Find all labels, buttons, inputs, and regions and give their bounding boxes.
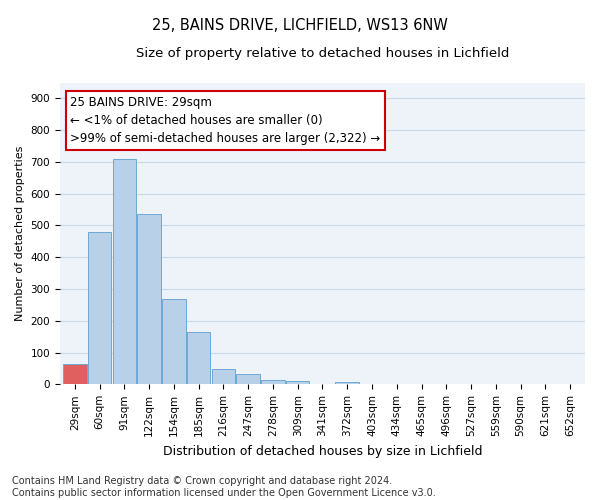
Y-axis label: Number of detached properties: Number of detached properties bbox=[15, 146, 25, 321]
Bar bbox=[286, 381, 310, 384]
Bar bbox=[335, 382, 359, 384]
Bar bbox=[212, 370, 235, 384]
Title: Size of property relative to detached houses in Lichfield: Size of property relative to detached ho… bbox=[136, 48, 509, 60]
Text: 25 BAINS DRIVE: 29sqm
← <1% of detached houses are smaller (0)
>99% of semi-deta: 25 BAINS DRIVE: 29sqm ← <1% of detached … bbox=[70, 96, 380, 145]
Bar bbox=[236, 374, 260, 384]
Text: Contains HM Land Registry data © Crown copyright and database right 2024.
Contai: Contains HM Land Registry data © Crown c… bbox=[12, 476, 436, 498]
Bar bbox=[63, 364, 86, 384]
Text: 25, BAINS DRIVE, LICHFIELD, WS13 6NW: 25, BAINS DRIVE, LICHFIELD, WS13 6NW bbox=[152, 18, 448, 32]
Bar bbox=[88, 232, 111, 384]
Bar bbox=[261, 380, 284, 384]
Bar bbox=[113, 158, 136, 384]
Bar bbox=[162, 298, 185, 384]
X-axis label: Distribution of detached houses by size in Lichfield: Distribution of detached houses by size … bbox=[163, 444, 482, 458]
Bar bbox=[187, 332, 211, 384]
Bar bbox=[137, 214, 161, 384]
